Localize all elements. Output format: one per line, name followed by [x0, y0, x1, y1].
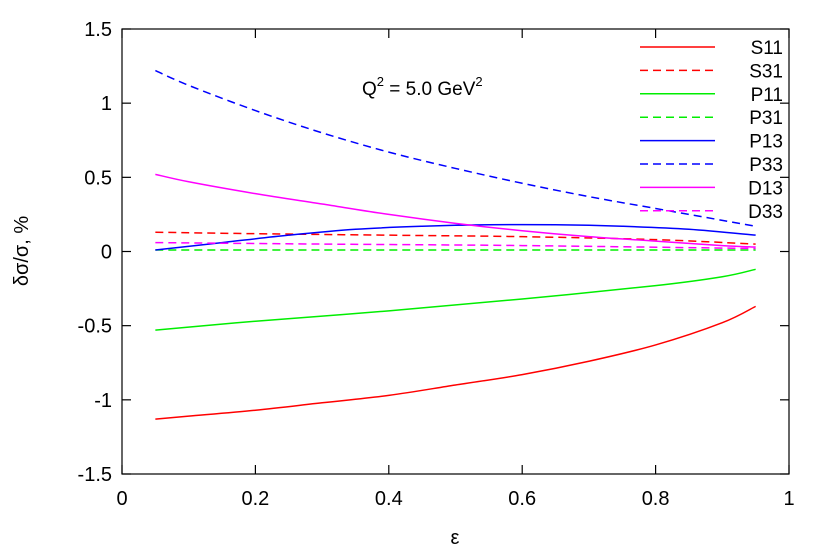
series-line-d33 — [155, 241, 756, 250]
x-tick-label: 0 — [116, 488, 127, 510]
q2-annotation: Q2 = 5.0 GeV2 — [362, 74, 483, 100]
y-tick-label: -1.5 — [78, 464, 112, 486]
x-tick-label: 0.8 — [642, 488, 670, 510]
x-tick-label: 0.2 — [241, 488, 269, 510]
legend-label-s31: S31 — [749, 61, 783, 82]
x-axis-label: ε — [451, 527, 460, 549]
legend-label-p33: P33 — [749, 155, 783, 176]
y-tick-label: 0.5 — [84, 167, 112, 189]
series-line-p13 — [155, 223, 756, 251]
annotation-gev-sup: 2 — [475, 74, 482, 89]
y-tick-label: 1.5 — [84, 19, 112, 41]
legend-label-s11: S11 — [751, 38, 783, 59]
series-line-p11 — [155, 268, 756, 331]
legend-label-p13: P13 — [749, 132, 783, 153]
axis-ticks: 0 0.2 0.4 0.6 0.8 1 -1.5 -1 -0.5 0 0.5 1 1.5 — [78, 19, 795, 510]
annotation-mid: = 5.0 GeV — [384, 79, 476, 100]
x-tick-label: 0.6 — [508, 488, 536, 510]
legend-label-d33: D33 — [748, 202, 783, 223]
legend-label-p11: P11 — [751, 85, 783, 106]
annotation-q-sup: 2 — [377, 74, 384, 89]
series-line-d13 — [155, 173, 756, 248]
legend-label-p31: P31 — [749, 108, 783, 129]
y-tick-label: -1 — [94, 390, 112, 412]
y-axis-label: δσ/σ, % — [11, 216, 33, 286]
y-tick-label: -0.5 — [78, 316, 112, 338]
x-tick-label: 1 — [783, 488, 794, 510]
legend-label-d13: D13 — [748, 178, 783, 199]
annotation-q: Q — [362, 79, 377, 100]
series-line-s11 — [155, 305, 756, 420]
series-line-s31 — [155, 231, 756, 245]
y-tick-label: 1 — [101, 93, 112, 115]
x-tick-label: 0.4 — [375, 488, 403, 510]
series-group — [155, 69, 756, 420]
y-tick-label: 0 — [101, 242, 112, 264]
